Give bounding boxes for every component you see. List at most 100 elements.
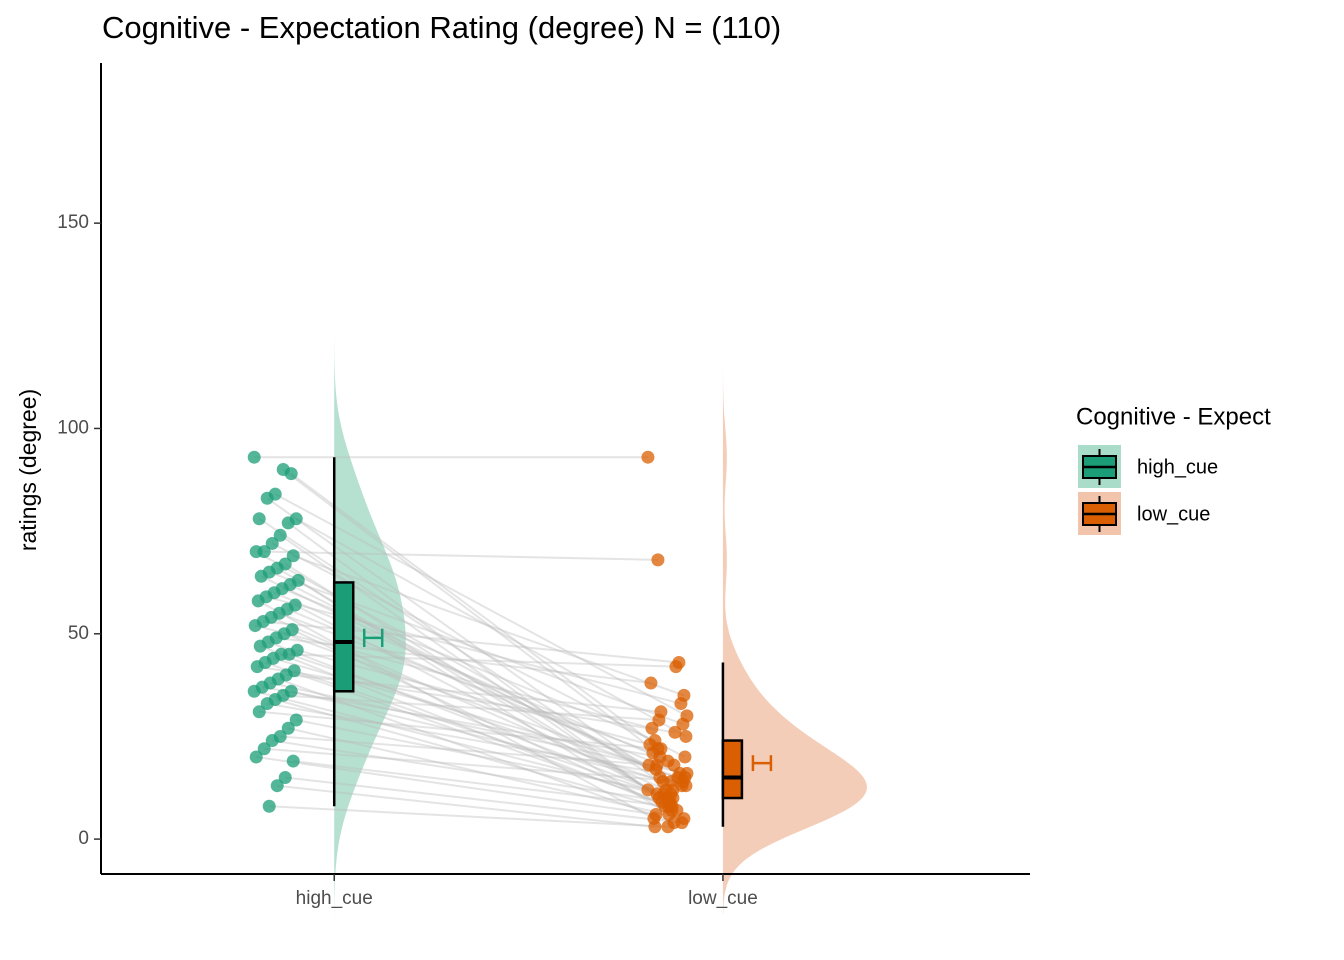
pair-line — [259, 645, 678, 812]
pair-line — [292, 554, 685, 697]
point — [253, 639, 267, 653]
point — [281, 721, 295, 735]
pair-line — [290, 472, 662, 750]
pair-line — [258, 517, 674, 791]
pair-line — [253, 690, 674, 800]
point — [260, 697, 274, 711]
pair-line — [296, 719, 672, 795]
point — [276, 463, 290, 477]
pair-line — [289, 583, 683, 787]
pair-line — [293, 760, 670, 808]
pair-line — [260, 575, 657, 771]
point — [248, 619, 262, 633]
pair-line — [266, 497, 661, 779]
pair-line — [280, 735, 658, 767]
point — [678, 750, 692, 764]
x-tick-label: low_cue — [688, 888, 758, 909]
pair-line — [270, 682, 688, 775]
point — [251, 594, 265, 608]
pair-line — [283, 694, 659, 722]
pair-line — [267, 702, 686, 779]
pair-line — [287, 522, 660, 799]
density — [334, 339, 406, 924]
pair-line — [259, 710, 659, 750]
pair-line — [279, 534, 673, 808]
point — [661, 820, 675, 834]
legend-title: Cognitive - Expect — [1076, 403, 1271, 430]
point — [649, 807, 663, 821]
pair-line — [255, 550, 672, 783]
y-tick-label: 0 — [78, 828, 89, 849]
legend-label: high_cue — [1137, 456, 1218, 478]
point — [289, 713, 303, 727]
pair-line — [272, 739, 671, 804]
pair-line — [287, 727, 685, 820]
box-layer — [332, 457, 773, 827]
pair-line — [264, 661, 663, 804]
point — [669, 660, 683, 674]
point — [286, 754, 300, 768]
pair-line — [295, 517, 687, 738]
point — [676, 775, 690, 789]
point — [675, 816, 689, 830]
point — [676, 717, 690, 731]
point — [273, 528, 287, 542]
box — [721, 739, 744, 800]
point — [252, 705, 266, 719]
pair-line — [290, 690, 687, 787]
dens-layer — [334, 339, 867, 924]
point — [260, 491, 274, 505]
point — [252, 512, 266, 526]
point — [265, 536, 279, 550]
pair-line — [257, 665, 676, 734]
x-tick-label: high_cue — [296, 888, 373, 909]
legend-label: low_cue — [1137, 503, 1210, 525]
point — [270, 779, 284, 793]
box — [332, 581, 355, 693]
point — [641, 783, 655, 797]
point — [278, 771, 292, 785]
point — [247, 684, 261, 698]
pair-line — [277, 784, 656, 828]
point — [247, 450, 261, 464]
point — [650, 758, 664, 772]
y-tick-label: 50 — [68, 623, 89, 644]
point — [644, 676, 658, 690]
point — [652, 713, 666, 727]
point — [679, 729, 693, 743]
point — [668, 725, 682, 739]
point — [250, 660, 264, 674]
point — [662, 799, 676, 813]
pair-line — [263, 620, 680, 664]
point — [651, 553, 665, 567]
pair-line — [257, 600, 655, 820]
point — [265, 734, 279, 748]
pair-line — [277, 678, 675, 824]
point — [651, 742, 665, 756]
point — [281, 516, 295, 530]
chart-title: Cognitive - Expectation Rating (degree) … — [102, 10, 781, 45]
point — [254, 569, 268, 583]
point — [648, 820, 662, 834]
point — [262, 799, 276, 813]
pair-line — [271, 542, 686, 758]
point — [286, 549, 300, 563]
pair-line — [296, 649, 651, 746]
pair-line — [274, 493, 688, 717]
pair-line — [256, 755, 657, 816]
pair-line — [254, 624, 653, 730]
y-tick-label: 100 — [57, 417, 89, 438]
lines-layer — [253, 456, 688, 828]
point — [257, 742, 271, 756]
pair-line — [264, 550, 658, 561]
point — [641, 450, 655, 464]
pair-line — [282, 468, 675, 766]
pair-line — [269, 805, 668, 828]
pts-layer — [247, 450, 694, 834]
pair-line — [274, 698, 673, 812]
pair-line — [294, 604, 668, 799]
y-axis-label: ratings (degree) — [15, 389, 41, 551]
pair-line — [285, 776, 683, 824]
point — [656, 775, 670, 789]
